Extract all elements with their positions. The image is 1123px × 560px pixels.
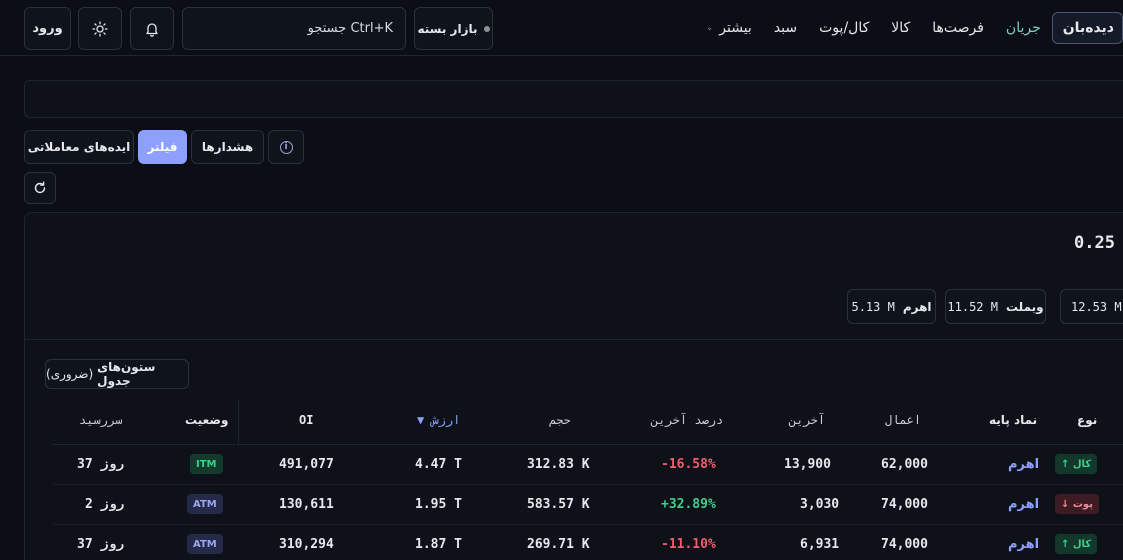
cell-strike: 62,000 [881,457,928,472]
cell-value: 1.87 T [415,537,462,552]
cell-underlying[interactable]: اهرم [1008,537,1040,552]
stat-chip: 5.13 M اهرم [847,289,936,324]
info-button[interactable]: i [268,130,304,164]
type-badge: ↓ پوت [1055,494,1099,514]
status-badge: ITM [190,454,223,474]
stat-chip: 11.52 M وبملت [945,289,1046,324]
cell-maturity: 37 روز [77,537,124,552]
refresh-icon [34,181,46,194]
columns-button-note: (ضروری) [46,367,94,381]
header-type[interactable]: نوع [1077,413,1098,427]
cell-volume: 583.57 K [527,497,590,512]
search-input[interactable]: جستجو Ctrl+K [182,7,406,50]
table-columns-button[interactable]: ستون‌های جدول (ضروری) [45,359,189,389]
cell-strike: 74,000 [881,497,928,512]
header-value[interactable]: ▼ ارزش [417,413,461,427]
stat-chip-value: 12.53 M [1071,299,1122,314]
header-divider [238,399,239,445]
main-nav: دیده‌بان جریان فرصت‌ها کالا کال/پوت سبد … [695,10,1123,46]
cell-volume: 312.83 K [527,457,590,472]
search-label: جستجو Ctrl+K [307,21,393,36]
cell-last: 13,900 [784,457,831,472]
cell-maturity: 2 روز [85,497,125,512]
ticker-strip [24,80,1123,118]
cell-last: 3,030 [800,497,840,512]
table-row[interactable]: ↑ کال اهرم 62,000 13,900 -16.58% 312.83 … [53,445,1123,485]
notifications-button[interactable] [130,7,174,50]
cell-last: 6,931 [800,537,840,552]
options-table: نوع نماد پایه اعمال آخرین درصد آخرین حجم… [53,399,1123,560]
stat-chip-label: وبملت [1005,299,1044,314]
alerts-button[interactable]: هشدارها [191,130,264,164]
nav-item-opportunities[interactable]: فرصت‌ها [932,20,984,36]
trading-ideas-button[interactable]: ایده‌های معاملاتی [24,130,134,164]
cell-oi: 310,294 [279,537,334,552]
columns-button-label: ستون‌های جدول [97,360,156,388]
cell-maturity: 37 روز [77,457,124,472]
theme-toggle-button[interactable] [78,7,122,50]
cell-value: 1.95 T [415,497,462,512]
nav-item-call-put[interactable]: کال/پوت [819,20,870,36]
status-badge: ATM [187,534,223,554]
header-strike[interactable]: اعمال [885,413,922,427]
refresh-button[interactable] [24,172,56,204]
market-status-badge: بازار بسته [414,7,493,50]
cell-oi: 491,077 [279,457,334,472]
summary-value: 0.25 [1074,233,1115,253]
stat-chip: 12.53 M [1060,289,1123,324]
bell-icon [146,22,158,37]
filter-button[interactable]: فیلتر [138,130,187,164]
cell-value: 4.47 T [415,457,462,472]
cell-underlying[interactable]: اهرم [1008,497,1040,512]
header-maturity[interactable]: سررسید [79,413,123,427]
cell-last-percent: -11.10% [661,537,716,552]
header-underlying[interactable]: نماد پایه [989,413,1038,427]
type-badge: ↑ کال [1055,534,1098,554]
nav-item-flow[interactable]: جریان [1005,20,1041,36]
header-last[interactable]: آخرین [789,413,826,427]
info-icon: i [279,140,293,154]
table-row[interactable]: ↑ کال اهرم 74,000 6,931 -11.10% 269.71 K… [53,525,1123,560]
status-dot-icon [483,25,490,32]
header-status[interactable]: وضعیت [185,413,229,427]
header-oi[interactable]: OI [299,413,314,427]
nav-item-more[interactable]: بیشتر ⌄ [695,20,763,36]
login-button[interactable]: ورود [24,7,71,50]
status-badge: ATM [187,494,223,514]
cell-strike: 74,000 [881,537,928,552]
nav-more-label: بیشتر [719,20,752,36]
header-last-percent[interactable]: درصد آخرین [651,413,724,427]
nav-item-basket[interactable]: سبد [773,20,798,36]
chevron-down-icon: ⌄ [705,23,714,33]
market-status-label: بازار بسته [417,21,478,36]
type-badge: ↑ کال [1055,454,1098,474]
options-panel: ↑ 0.25 12.53 M 11.52 M وبملت 5.13 M اهرم… [24,212,1123,560]
table-header: نوع نماد پایه اعمال آخرین درصد آخرین حجم… [53,399,1123,445]
cell-last-percent: +32.89% [661,497,716,512]
nav-item-watchlist[interactable]: دیده‌بان [1051,12,1123,44]
sun-icon [92,20,108,37]
cell-underlying[interactable]: اهرم [1008,457,1040,472]
cell-volume: 269.71 K [527,537,590,552]
stat-chip-label: اهرم [902,299,932,314]
stat-chip-value: 5.13 M [851,299,895,314]
table-row[interactable]: ↓ پوت اهرم 74,000 3,030 +32.89% 583.57 K… [53,485,1123,525]
cell-oi: 130,611 [279,497,334,512]
cell-last-percent: -16.58% [661,457,716,472]
stat-chip-value: 11.52 M [947,299,998,314]
top-bar: ورود جستجو Ctrl+K بازار بسته دیده‌بان جر… [0,0,1123,56]
nav-item-commodity[interactable]: کالا [891,20,911,36]
header-volume[interactable]: حجم [549,413,571,427]
divider [25,339,1123,340]
